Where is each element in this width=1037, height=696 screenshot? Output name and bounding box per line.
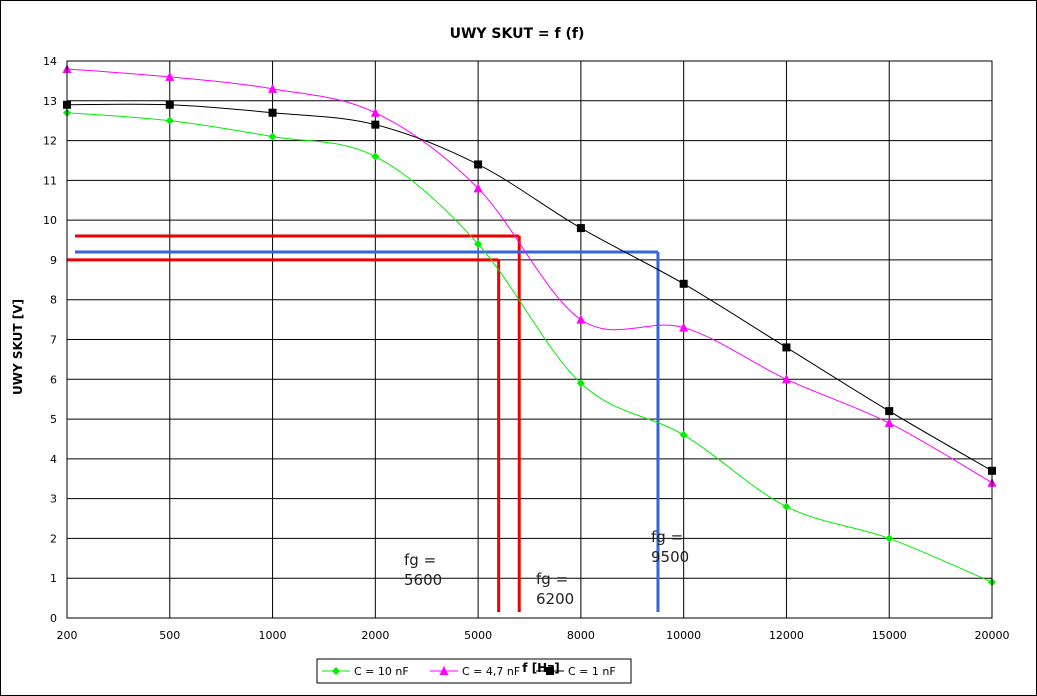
data-point (679, 430, 688, 439)
x-tick-label: 5000 (464, 629, 492, 642)
series-line (66, 112, 993, 583)
fg-label-line1: fg = (536, 570, 568, 588)
x-tick-label: 15000 (872, 629, 907, 642)
y-tick-label: 1 (50, 572, 57, 585)
y-tick-label: 10 (43, 214, 57, 227)
data-point (268, 132, 277, 141)
y-tick-label: 12 (43, 135, 57, 148)
data-point (576, 314, 586, 324)
fg-label-value: 5600 (404, 571, 442, 589)
legend-label: C = 1 nF (568, 665, 616, 678)
legend: C = 10 nF C = 4,7 nF C = 1 nF (316, 658, 632, 684)
data-point (576, 379, 585, 388)
data-point (782, 343, 791, 352)
data-point (884, 418, 894, 428)
y-tick-label: 4 (50, 453, 57, 466)
fg-label-value: 6200 (536, 590, 574, 608)
y-tick-label: 3 (50, 493, 57, 506)
x-tick-label: 200 (57, 629, 78, 642)
legend-box (316, 658, 632, 684)
x-axis-label: f [Hz] (522, 661, 559, 675)
data-point (885, 534, 894, 543)
y-tick-label: 0 (50, 612, 57, 625)
y-tick-label: 5 (50, 413, 57, 426)
legend-swatch-marker (546, 667, 554, 675)
y-tick-label: 13 (43, 95, 57, 108)
y-tick-label: 8 (50, 294, 57, 307)
plot-frame (66, 60, 993, 619)
x-tick-label: 8000 (567, 629, 595, 642)
data-point (370, 107, 380, 117)
data-point (474, 160, 483, 169)
data-point (576, 224, 585, 233)
data-point (268, 83, 278, 93)
series-layer (62, 63, 997, 587)
data-point (679, 322, 689, 332)
legend-label: C = 10 nF (354, 665, 409, 678)
y-axis-label: UWY SKUT [V] (11, 299, 25, 395)
data-point (473, 183, 483, 193)
y-tick-label: 2 (50, 532, 57, 545)
x-tick-label: 12000 (769, 629, 804, 642)
x-tick-label: 20000 (975, 629, 1010, 642)
fg-label-line1: fg = (651, 528, 683, 546)
data-point (371, 152, 380, 161)
y-tick-label: 11 (43, 174, 57, 187)
annotations: fg = 5600 fg = 6200 fg = 9500 (67, 234, 689, 612)
data-point (782, 502, 791, 511)
data-point (885, 407, 894, 416)
y-tick-label: 14 (43, 55, 57, 68)
series-1 (63, 108, 996, 587)
x-tick-label: 10000 (666, 629, 701, 642)
fg-label-value: 9500 (651, 548, 689, 566)
data-point (165, 100, 174, 109)
x-tick-labels: 200 500 1000 2000 5000 8000 10000 12000 15000 200… (57, 629, 1010, 642)
data-point (165, 116, 174, 125)
y-tick-label: 9 (50, 254, 57, 267)
x-tick-label: 500 (159, 629, 180, 642)
legend-swatch-marker (332, 667, 340, 675)
data-point (371, 120, 380, 129)
data-point (679, 279, 688, 288)
series-2 (62, 63, 997, 487)
y-tick-label: 7 (50, 334, 57, 347)
chart-title: UWY SKUT = f (f) (450, 26, 585, 42)
x-tick-label: 1000 (259, 629, 287, 642)
data-point (474, 240, 483, 249)
series-line (66, 68, 993, 484)
data-point (165, 71, 175, 81)
data-point (268, 108, 277, 117)
legend-swatch-marker (439, 666, 449, 675)
y-tick-label: 6 (50, 373, 57, 386)
x-tick-label: 2000 (361, 629, 389, 642)
series-line (66, 103, 993, 472)
data-point (781, 374, 791, 384)
fg-label-line1: fg = (404, 551, 436, 569)
legend-label: C = 4,7 nF (462, 665, 520, 678)
